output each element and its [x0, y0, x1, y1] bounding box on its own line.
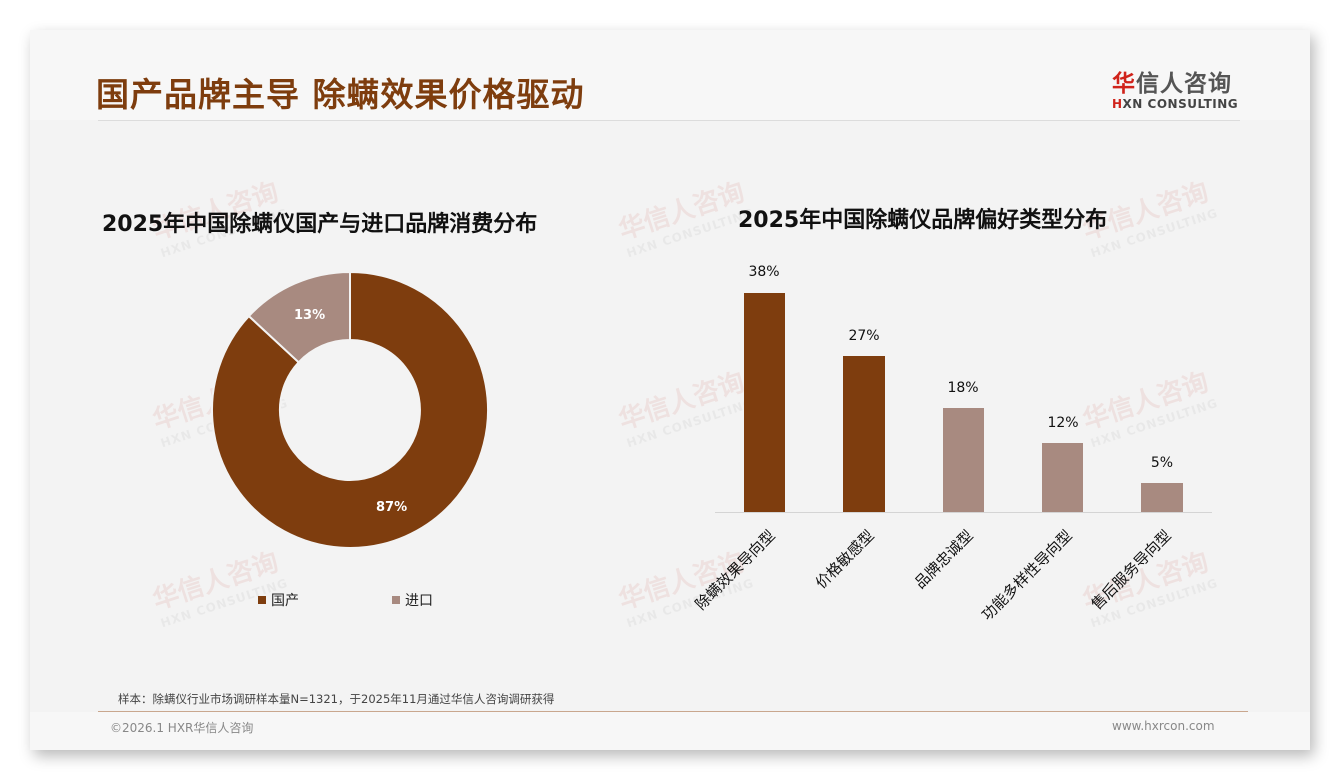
bar-chart-title: 2025年中国除螨仪品牌偏好类型分布: [738, 208, 1108, 233]
x-axis-label: 售后服务导向型: [1087, 526, 1175, 614]
bar-brand-loyal[interactable]: [943, 408, 984, 512]
header-divider: [98, 120, 1240, 121]
donut-label-imported: 13%: [294, 308, 326, 323]
bar-value-label: 38%: [748, 264, 780, 280]
x-axis-label: 品牌忠诚型: [910, 526, 977, 593]
x-axis-line: [715, 512, 1212, 513]
company-logo: 华信人咨询 HXN CONSULTING: [1112, 64, 1244, 111]
bar-mite-removal[interactable]: [744, 293, 785, 512]
bar-value-label: 12%: [1047, 415, 1079, 431]
bar-price-sensitive[interactable]: [843, 356, 885, 512]
logo-en-mark: H: [1112, 97, 1123, 111]
logo-name: 信人咨询: [1136, 71, 1232, 97]
x-axis-label: 功能多样性导向型: [978, 526, 1076, 625]
donut-svg: [211, 270, 490, 549]
legend-swatch-imported: [392, 596, 400, 604]
legend-label-domestic: 国产: [271, 593, 299, 609]
logo-english: HXN CONSULTING: [1112, 97, 1244, 111]
page-title: 国产品牌主导 除螨效果价格驱动: [96, 75, 585, 114]
source-note: 样本：除螨仪行业市场调研样本量N=1321，于2025年11月通过华信人咨询调研…: [118, 692, 555, 706]
legend-swatch-domestic: [258, 596, 266, 604]
x-axis-label: 价格敏感型: [811, 526, 878, 593]
bar-after-sales[interactable]: [1141, 483, 1183, 512]
donut-label-domestic: 87%: [376, 500, 408, 515]
donut-slice-imported[interactable]: [247, 270, 351, 364]
legend-item-domestic: 国产: [258, 590, 299, 610]
slide: 国产品牌主导 除螨效果价格驱动 华信人咨询 HXN CONSULTING 华信人…: [30, 30, 1310, 750]
copyright: ©2026.1 HXR华信人咨询: [110, 721, 254, 735]
donut-slice-domestic[interactable]: [211, 270, 490, 549]
header-band: [30, 30, 1310, 120]
legend-label-imported: 进口: [405, 593, 433, 609]
footer-divider: [98, 711, 1248, 712]
bar-value-label: 27%: [848, 328, 880, 344]
logo-en-name: XN CONSULTING: [1122, 97, 1239, 111]
website-link[interactable]: www.hxrcon.com: [1112, 719, 1215, 733]
donut-chart-title: 2025年中国除螨仪国产与进口品牌消费分布: [102, 212, 538, 237]
bar-feature-diversity[interactable]: [1042, 443, 1083, 512]
bar-value-label: 5%: [1150, 455, 1174, 471]
bar-value-label: 18%: [947, 380, 979, 396]
x-axis-label: 除螨效果导向型: [691, 526, 779, 614]
logo-chinese: 华信人咨询: [1112, 64, 1244, 98]
donut-chart: 13% 87%: [210, 270, 490, 550]
footer-band: [30, 712, 1310, 750]
legend-item-imported: 进口: [392, 590, 433, 610]
logo-mark: 华: [1112, 71, 1136, 97]
